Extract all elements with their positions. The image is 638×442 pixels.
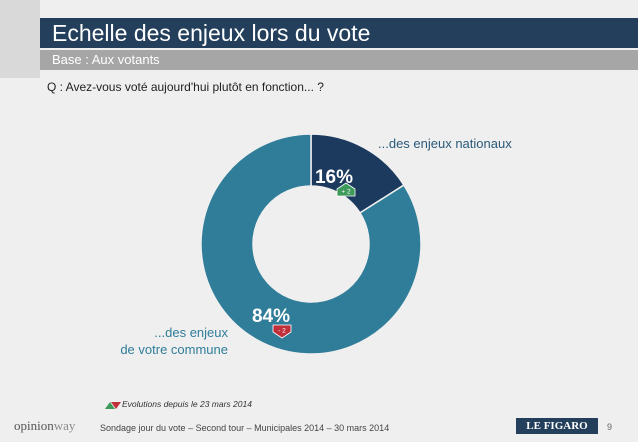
change-badge-0: + 2 [336, 182, 356, 197]
value-label-1: 84% [252, 306, 290, 327]
evolution-arrows-icon [105, 402, 121, 409]
label-enjeux-nationaux: ...des enjeux nationaux [378, 136, 512, 151]
change-badge-text-0: + 2 [341, 189, 351, 196]
le-figaro-logo: LE FIGARO [516, 418, 598, 434]
label-commune-line2: de votre commune [120, 342, 228, 357]
page-number: 9 [607, 422, 613, 432]
value-label-0: 16% [315, 167, 353, 188]
change-badge-1: - 2 [272, 324, 292, 339]
page-subtitle: Base : Aux votants [40, 50, 638, 70]
evolution-legend-text: Evolutions depuis le 23 mars 2014 [122, 399, 252, 409]
label-commune-line1: ...des enjeux [154, 325, 228, 340]
label-enjeux-commune: ...des enjeux de votre commune [60, 324, 228, 358]
footer-text: Sondage jour du vote – Second tour – Mun… [100, 423, 390, 433]
question-text: Q : Avez-vous voté aujourd'hui plutôt en… [47, 80, 324, 94]
page-title: Echelle des enjeux lors du vote [40, 18, 638, 48]
opinionway-logo: opinionway [14, 418, 76, 433]
change-badge-text-1: - 2 [278, 328, 286, 335]
left-decor-strip [0, 0, 40, 78]
donut-slice-1 [200, 133, 422, 355]
